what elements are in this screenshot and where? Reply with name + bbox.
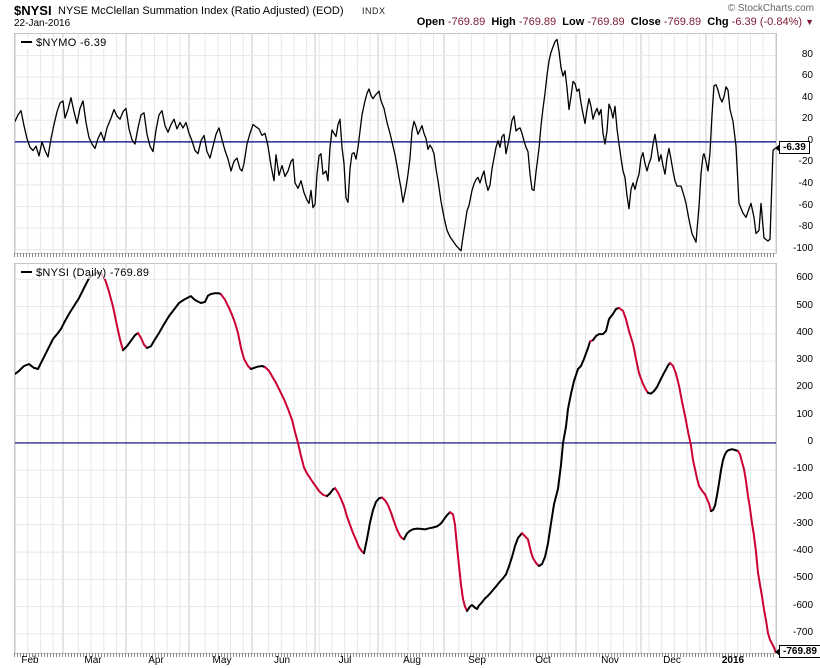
y-axis-tick-label: 100 — [796, 408, 813, 420]
y-axis-tick-label: 200 — [796, 381, 813, 393]
chg-value: -6.39 (-0.84%) — [731, 16, 803, 28]
y-axis-tick-label: 0 — [807, 435, 813, 447]
month-axis-label: May — [212, 655, 232, 666]
y-axis-tick-label: -60 — [798, 199, 813, 211]
month-axis-label: Mar — [84, 655, 102, 666]
y-axis-tick-label: 500 — [796, 299, 813, 311]
close-label: Close — [630, 16, 661, 28]
month-axis-label: Nov — [601, 655, 619, 666]
high-value: -769.89 — [518, 16, 557, 28]
y-axis-tick-label: -80 — [798, 221, 813, 233]
month-axis-label: Feb — [21, 655, 39, 666]
month-axis-label: Jul — [338, 655, 352, 666]
y-axis-tick-label: 300 — [796, 354, 813, 366]
low-label: Low — [562, 16, 585, 28]
symbol-title: $NYSI — [14, 3, 52, 18]
down-triangle-icon: ▼ — [805, 17, 814, 27]
low-value: -769.89 — [587, 16, 625, 28]
y-axis-tick-label: 400 — [796, 326, 813, 338]
y-axis-tick-label: -20 — [798, 156, 813, 168]
y-axis-tick-label: 600 — [796, 272, 813, 284]
month-axis-label: Oct — [535, 655, 551, 666]
close-value: -769.89 — [663, 16, 702, 28]
nysi-legend: $NYSI (Daily) -769.89 — [19, 267, 152, 279]
nysi-summation-panel: $NYSI (Daily) -769.89 — [14, 263, 777, 654]
y-axis-tick-label: -600 — [792, 599, 813, 611]
chart-header: $NYSI NYSE McClellan Summation Index (Ra… — [0, 0, 820, 32]
month-axis-label: Sep — [468, 655, 486, 666]
y-axis-tick-label: -40 — [798, 178, 813, 190]
month-axis-label: Dec — [663, 655, 681, 666]
y-axis-tick-label: -400 — [792, 545, 813, 557]
stockcharts-credit: © StockCharts.com — [727, 3, 814, 14]
nymo-legend-text: $NYMO -6.39 — [36, 37, 107, 49]
chart-date: 22-Jan-2016 — [14, 18, 71, 29]
open-label: Open — [416, 16, 445, 28]
nymo-series-swatch — [21, 41, 32, 44]
chg-label: Chg — [707, 16, 729, 28]
y-axis-tick-label: 60 — [801, 70, 813, 82]
nysi-chart-canvas — [15, 264, 776, 653]
quote-summary: Open -769.89 High -769.89 Low -769.89 Cl… — [417, 16, 814, 28]
nysi-last-value-tag: -769.89 — [775, 645, 820, 659]
month-axis-label: Aug — [403, 655, 421, 666]
y-axis-tick-label: -500 — [792, 572, 813, 584]
lower-axis-tick-ruler — [14, 653, 775, 657]
y-axis-tick-label: 0 — [807, 134, 813, 146]
y-axis-tick-label: 80 — [801, 48, 813, 60]
nymo-chart-canvas — [15, 34, 776, 253]
nysi-legend-text: $NYSI (Daily) -769.89 — [36, 267, 150, 279]
y-axis-tick-label: -100 — [792, 242, 813, 254]
exchange-label: INDX — [362, 6, 386, 16]
high-label: High — [491, 16, 516, 28]
upper-axis-tick-ruler — [14, 253, 775, 257]
nysi-series-swatch — [21, 271, 32, 274]
month-axis-label: Apr — [148, 655, 164, 666]
chart-title: NYSE McClellan Summation Index (Ratio Ad… — [58, 5, 344, 17]
open-value: -769.89 — [447, 16, 486, 28]
month-axis-label: Jun — [273, 655, 291, 666]
y-axis-tick-label: -300 — [792, 517, 813, 529]
y-axis-tick-label: -100 — [792, 463, 813, 475]
month-axis-label: 2016 — [721, 655, 745, 666]
nymo-last-value-tag: -6.39 — [775, 141, 810, 155]
nymo-legend: $NYMO -6.39 — [19, 37, 109, 49]
y-axis-tick-label: 40 — [801, 91, 813, 103]
y-axis-tick-label: -700 — [792, 626, 813, 638]
y-axis-tick-label: -200 — [792, 490, 813, 502]
nymo-oscillator-panel: $NYMO -6.39 — [14, 33, 777, 254]
y-axis-tick-label: 20 — [801, 113, 813, 125]
